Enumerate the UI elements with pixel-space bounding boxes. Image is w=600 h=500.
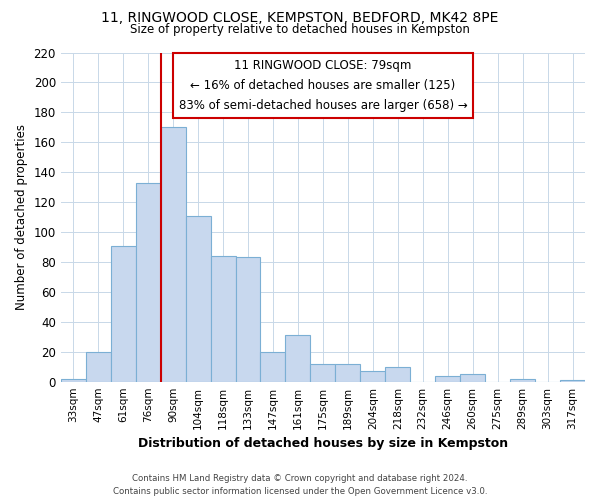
- Bar: [61, 378, 86, 382]
- Bar: [335, 364, 361, 382]
- Text: Contains HM Land Registry data © Crown copyright and database right 2024.
Contai: Contains HM Land Registry data © Crown c…: [113, 474, 487, 496]
- Bar: [460, 374, 485, 382]
- Bar: [111, 246, 136, 382]
- Text: Size of property relative to detached houses in Kempston: Size of property relative to detached ho…: [130, 22, 470, 36]
- Bar: [236, 258, 260, 382]
- Bar: [560, 380, 585, 382]
- Bar: [510, 378, 535, 382]
- Bar: [161, 128, 185, 382]
- Bar: [211, 256, 236, 382]
- Text: 11 RINGWOOD CLOSE: 79sqm
← 16% of detached houses are smaller (125)
83% of semi-: 11 RINGWOOD CLOSE: 79sqm ← 16% of detach…: [179, 59, 467, 112]
- Bar: [185, 216, 211, 382]
- Bar: [286, 336, 310, 382]
- Bar: [385, 366, 410, 382]
- Bar: [361, 371, 385, 382]
- Bar: [86, 352, 111, 382]
- Bar: [435, 376, 460, 382]
- Bar: [136, 182, 161, 382]
- Bar: [260, 352, 286, 382]
- Y-axis label: Number of detached properties: Number of detached properties: [15, 124, 28, 310]
- Text: 11, RINGWOOD CLOSE, KEMPSTON, BEDFORD, MK42 8PE: 11, RINGWOOD CLOSE, KEMPSTON, BEDFORD, M…: [101, 12, 499, 26]
- Bar: [310, 364, 335, 382]
- X-axis label: Distribution of detached houses by size in Kempston: Distribution of detached houses by size …: [138, 437, 508, 450]
